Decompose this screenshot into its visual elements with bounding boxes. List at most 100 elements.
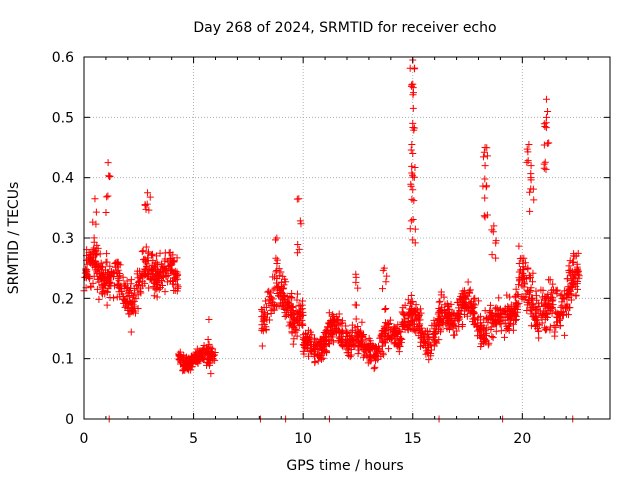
data-point bbox=[262, 297, 270, 305]
data-point bbox=[556, 322, 564, 330]
data-point bbox=[407, 217, 415, 225]
data-point bbox=[132, 295, 140, 303]
data-point bbox=[341, 343, 349, 351]
x-tick-label: 5 bbox=[189, 431, 198, 447]
data-point bbox=[544, 301, 552, 309]
data-point bbox=[461, 305, 469, 313]
x-axis-label: GPS time / hours bbox=[286, 458, 403, 474]
data-point bbox=[114, 260, 122, 268]
data-point bbox=[392, 329, 400, 337]
data-point bbox=[190, 355, 198, 363]
data-point bbox=[409, 298, 417, 306]
data-point bbox=[258, 342, 266, 350]
data-point bbox=[151, 274, 159, 282]
data-point bbox=[540, 164, 548, 172]
data-point bbox=[404, 314, 412, 322]
data-point bbox=[533, 319, 541, 327]
axis-ticks: 0 0.1 0.2 0.3 0.4 0.5 0.6 0 5 10 15 20 bbox=[52, 50, 610, 447]
data-point bbox=[410, 126, 418, 134]
data-point bbox=[409, 91, 417, 99]
data-point bbox=[337, 339, 345, 347]
data-point bbox=[545, 276, 553, 284]
data-point bbox=[526, 207, 534, 215]
data-point bbox=[102, 209, 110, 217]
data-point bbox=[544, 107, 552, 115]
data-point bbox=[409, 119, 417, 127]
data-point bbox=[262, 325, 270, 333]
data-point bbox=[534, 327, 542, 335]
data-point bbox=[358, 318, 366, 326]
data-point bbox=[346, 339, 354, 347]
data-point bbox=[126, 286, 134, 294]
data-point bbox=[105, 173, 113, 181]
data-point bbox=[119, 273, 127, 281]
data-point bbox=[89, 279, 97, 287]
data-point bbox=[100, 280, 108, 288]
data-point bbox=[295, 245, 303, 253]
data-point bbox=[342, 329, 350, 337]
data-point bbox=[136, 278, 144, 286]
data-point bbox=[276, 288, 284, 296]
data-point bbox=[393, 333, 401, 341]
data-point bbox=[541, 158, 549, 166]
data-point bbox=[471, 294, 479, 302]
data-point bbox=[91, 195, 99, 203]
data-point bbox=[484, 318, 492, 326]
data-point bbox=[293, 249, 301, 257]
data-point bbox=[397, 338, 405, 346]
data-point bbox=[463, 312, 471, 320]
data-point bbox=[565, 285, 573, 293]
data-point bbox=[490, 222, 498, 230]
data-point bbox=[370, 365, 378, 373]
data-point bbox=[93, 241, 101, 249]
data-point bbox=[103, 250, 111, 258]
data-point bbox=[144, 189, 152, 197]
data-point bbox=[104, 275, 112, 283]
data-point bbox=[120, 280, 128, 288]
x-tick-label: 10 bbox=[294, 431, 312, 447]
data-point bbox=[142, 243, 150, 251]
data-point bbox=[379, 285, 387, 293]
data-point bbox=[143, 254, 151, 262]
data-point bbox=[293, 326, 301, 334]
data-point bbox=[171, 273, 179, 281]
data-point bbox=[408, 140, 416, 148]
data-point bbox=[328, 333, 336, 341]
data-point bbox=[408, 310, 416, 318]
data-point bbox=[527, 176, 535, 184]
data-point bbox=[440, 293, 448, 301]
data-point bbox=[413, 315, 421, 323]
data-point bbox=[382, 278, 390, 286]
chart-title: Day 268 of 2024, SRMTID for receiver ech… bbox=[193, 20, 496, 36]
data-point bbox=[146, 193, 154, 201]
data-point bbox=[489, 228, 497, 236]
data-point bbox=[390, 340, 398, 348]
data-point bbox=[159, 264, 167, 272]
data-point bbox=[480, 212, 488, 220]
data-point bbox=[261, 314, 269, 322]
data-point bbox=[408, 320, 416, 328]
data-point bbox=[204, 343, 212, 351]
data-point bbox=[409, 186, 417, 194]
data-point bbox=[95, 295, 103, 303]
data-point bbox=[546, 323, 554, 331]
data-point bbox=[275, 265, 283, 273]
data-point bbox=[347, 328, 355, 336]
data-point bbox=[409, 173, 417, 181]
data-point bbox=[325, 309, 333, 317]
data-point bbox=[124, 298, 132, 306]
data-point bbox=[424, 349, 432, 357]
data-point bbox=[271, 236, 279, 244]
data-point bbox=[519, 259, 527, 267]
data-point bbox=[94, 275, 102, 283]
y-tick-label: 0 bbox=[65, 412, 74, 428]
data-point bbox=[158, 282, 166, 290]
data-point bbox=[329, 317, 337, 325]
data-point bbox=[319, 344, 327, 352]
data-point bbox=[518, 270, 526, 278]
data-point bbox=[483, 144, 491, 152]
data-point bbox=[300, 339, 308, 347]
data-point bbox=[316, 335, 324, 343]
data-point bbox=[137, 272, 145, 280]
data-point bbox=[417, 329, 425, 337]
